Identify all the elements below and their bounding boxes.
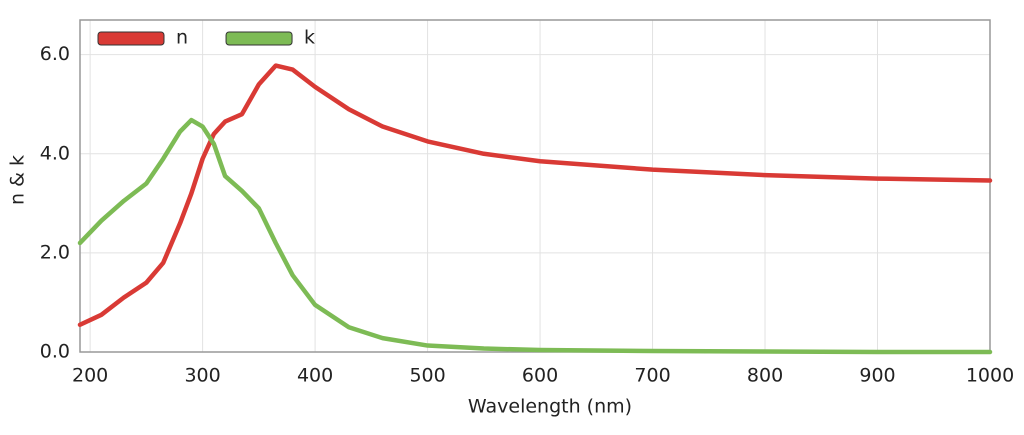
- x-tick-label: 800: [747, 365, 783, 387]
- y-tick-label: 2.0: [40, 241, 70, 263]
- x-tick-label: 400: [297, 365, 333, 387]
- x-tick-label: 500: [409, 365, 445, 387]
- x-tick-label: 600: [522, 365, 558, 387]
- x-tick-label: 200: [72, 365, 108, 387]
- x-tick-label: 700: [634, 365, 670, 387]
- series-line: [77, 63, 993, 327]
- y-tick-label: 6.0: [40, 43, 70, 65]
- x-axis-label: Wavelength (nm): [468, 396, 632, 418]
- series-line: [77, 117, 993, 355]
- plot-frame: [79, 19, 991, 353]
- y-axis-label: n & k: [7, 155, 29, 205]
- y-tick-label: 4.0: [40, 142, 70, 164]
- y-tick-label: 0.0: [40, 341, 70, 363]
- legend-label: n: [176, 27, 188, 49]
- x-tick-label: 1000: [966, 365, 1014, 387]
- x-tick-label: 900: [859, 365, 895, 387]
- legend-swatch: [97, 31, 165, 46]
- legend-label: k: [304, 27, 315, 49]
- legend-swatch: [225, 31, 293, 46]
- x-tick-label: 300: [184, 365, 220, 387]
